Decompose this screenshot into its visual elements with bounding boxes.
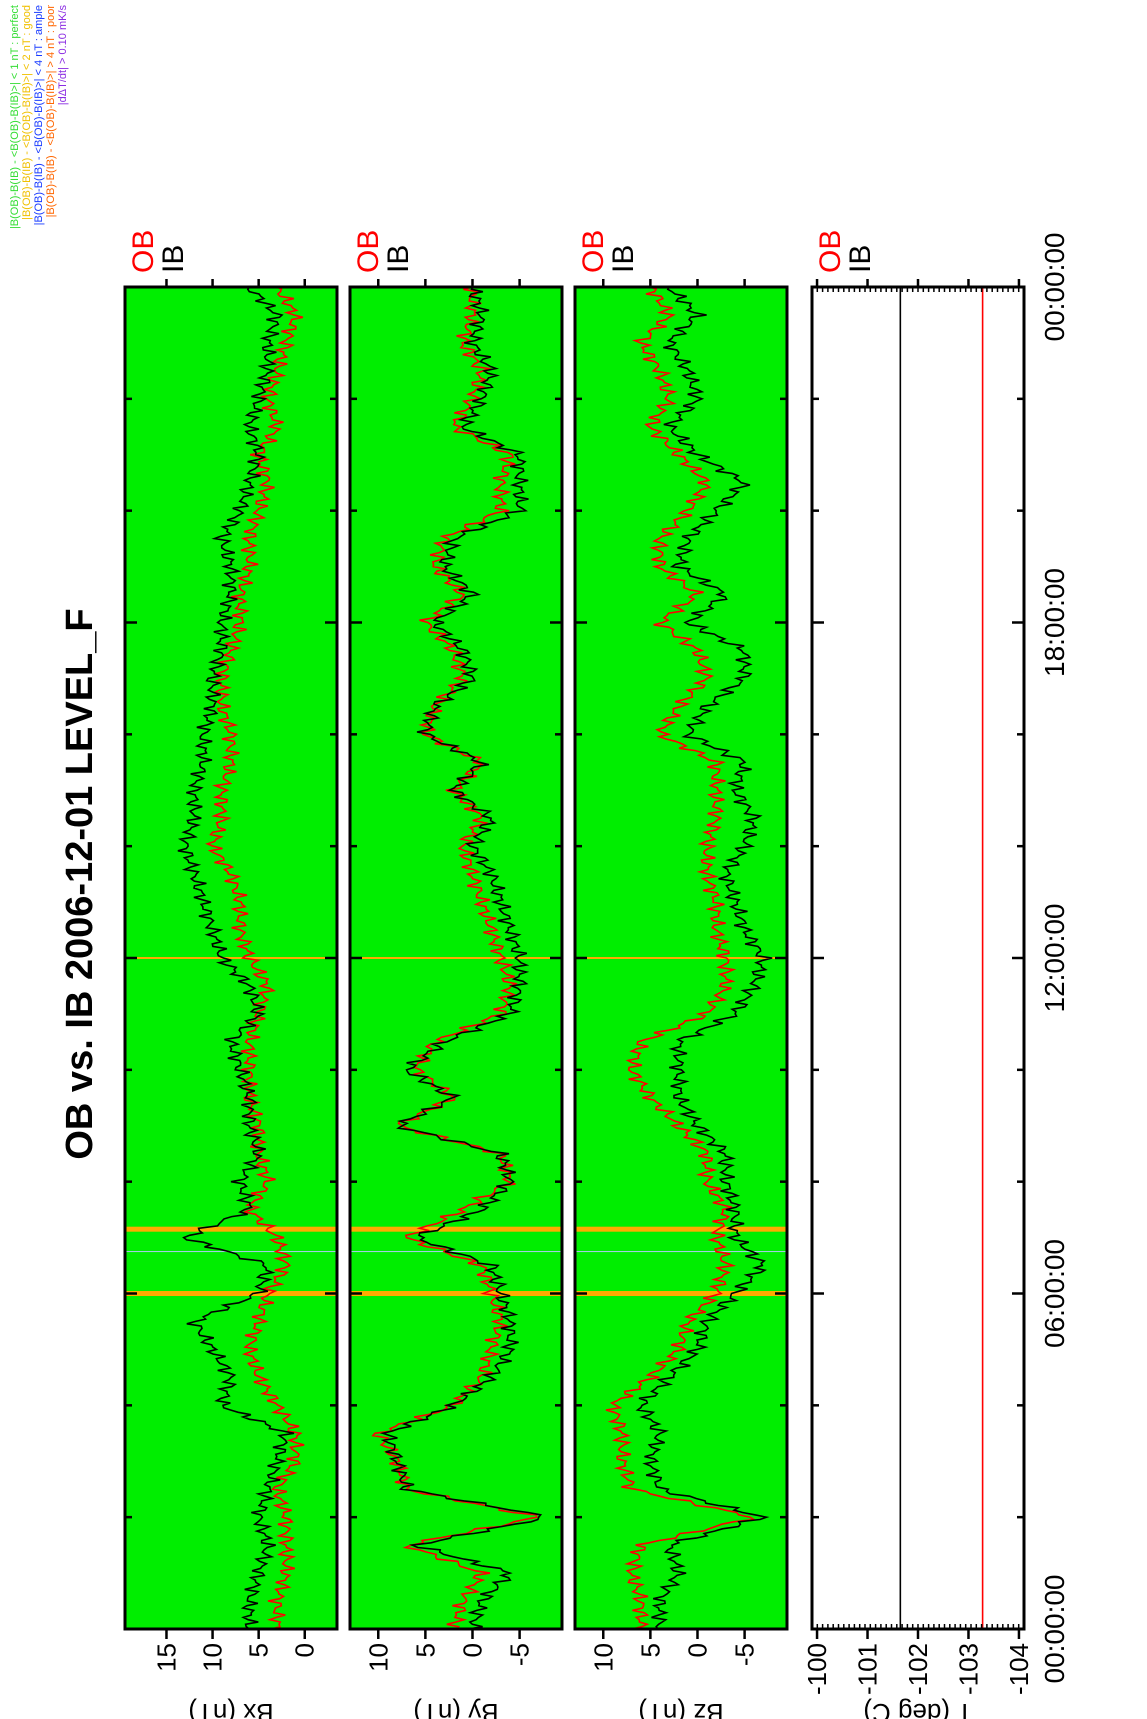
y-axis-label: T (deg C) bbox=[863, 1698, 972, 1719]
quality-flag bbox=[350, 957, 562, 959]
quality-legend: |B(OB)-B(IB) - <B(OB)-B(IB)>| < 1 nT : p… bbox=[9, 5, 69, 230]
y-tick-label: -102 bbox=[903, 1643, 933, 1695]
y-tick-label: -5 bbox=[730, 1643, 760, 1666]
marker-ib: IB bbox=[157, 245, 190, 273]
quality-flag bbox=[350, 1291, 562, 1296]
y-tick-label: -100 bbox=[802, 1643, 832, 1695]
y-axis-label: Bz (nT) bbox=[638, 1698, 723, 1719]
marker-ob: OB bbox=[814, 230, 847, 273]
marker-ob: OB bbox=[577, 230, 610, 273]
y-tick-label: -5 bbox=[505, 1643, 535, 1666]
legend-entry: |B(OB)-B(IB) - <B(OB)-B(IB)>| > 4 nT : p… bbox=[45, 5, 57, 218]
series-line-ob bbox=[605, 286, 757, 1630]
quality-flag bbox=[125, 957, 337, 959]
marker-ob: OB bbox=[352, 230, 385, 273]
quality-flag bbox=[575, 1291, 787, 1296]
y-tick-label: 5 bbox=[244, 1643, 274, 1657]
y-tick-label: 5 bbox=[410, 1643, 440, 1657]
quality-flag bbox=[575, 1251, 787, 1253]
y-axis-label: Bx (nT) bbox=[188, 1698, 273, 1719]
quality-flag bbox=[125, 1226, 337, 1232]
series-line-ob bbox=[205, 286, 305, 1630]
legend-entry: |B(OB)-B(IB) - <B(OB)-B(IB)>| < 4 nT : a… bbox=[33, 5, 45, 225]
time-axis-labels: 00:00:00 06:00:00 12:00:00 18:00:00 00:00:00 bbox=[1039, 233, 1070, 1684]
marker-ib: IB bbox=[844, 245, 877, 273]
x-tick-label: 12:00:00 bbox=[1039, 904, 1070, 1013]
x-tick-label: 00:00:00 bbox=[1039, 233, 1070, 342]
quality-flag bbox=[575, 1226, 787, 1232]
quality-flag bbox=[350, 1251, 562, 1253]
series-line-ib bbox=[177, 286, 295, 1630]
y-tick-label: 15 bbox=[151, 1643, 181, 1672]
series-line-ib bbox=[379, 286, 543, 1630]
y-axis-label: By (nT) bbox=[413, 1698, 498, 1719]
y-tick-label: 10 bbox=[363, 1643, 393, 1672]
y-tick-label: 0 bbox=[457, 1643, 487, 1657]
y-tick-label: -101 bbox=[853, 1643, 883, 1695]
panel-background bbox=[812, 287, 1024, 1629]
legend-entry: |B(OB)-B(IB) - <B(OB)-B(IB)>| < 1 nT : p… bbox=[9, 5, 21, 229]
marker-ib: IB bbox=[607, 245, 640, 273]
chart-title: OB vs. IB 2006-12-01 LEVEL_F bbox=[59, 608, 101, 1159]
quality-flag bbox=[575, 957, 787, 959]
quality-flag bbox=[350, 1226, 562, 1232]
y-tick-label: -104 bbox=[1004, 1643, 1034, 1695]
quality-flag bbox=[125, 1291, 337, 1296]
marker-ob: OB bbox=[127, 230, 160, 273]
series-line-ib bbox=[635, 286, 773, 1630]
x-tick-label: 00:00:00 bbox=[1039, 1575, 1070, 1684]
y-tick-label: 0 bbox=[682, 1643, 712, 1657]
x-tick-label: 18:00:00 bbox=[1039, 568, 1070, 677]
y-tick-label: 10 bbox=[198, 1643, 228, 1672]
marker-ib: IB bbox=[382, 245, 415, 273]
legend-entry: |B(OB)-B(IB) - <B(OB)-B(IB)>| < 2 nT : g… bbox=[21, 5, 33, 220]
y-tick-label: -103 bbox=[953, 1643, 983, 1695]
y-tick-label: 5 bbox=[635, 1643, 665, 1657]
x-tick-label: 06:00:00 bbox=[1039, 1239, 1070, 1348]
y-tick-label: 0 bbox=[290, 1643, 320, 1657]
legend-entry: |dΔT/dt| > 0.10 mK/s bbox=[57, 5, 69, 106]
y-tick-label: 10 bbox=[588, 1643, 618, 1672]
